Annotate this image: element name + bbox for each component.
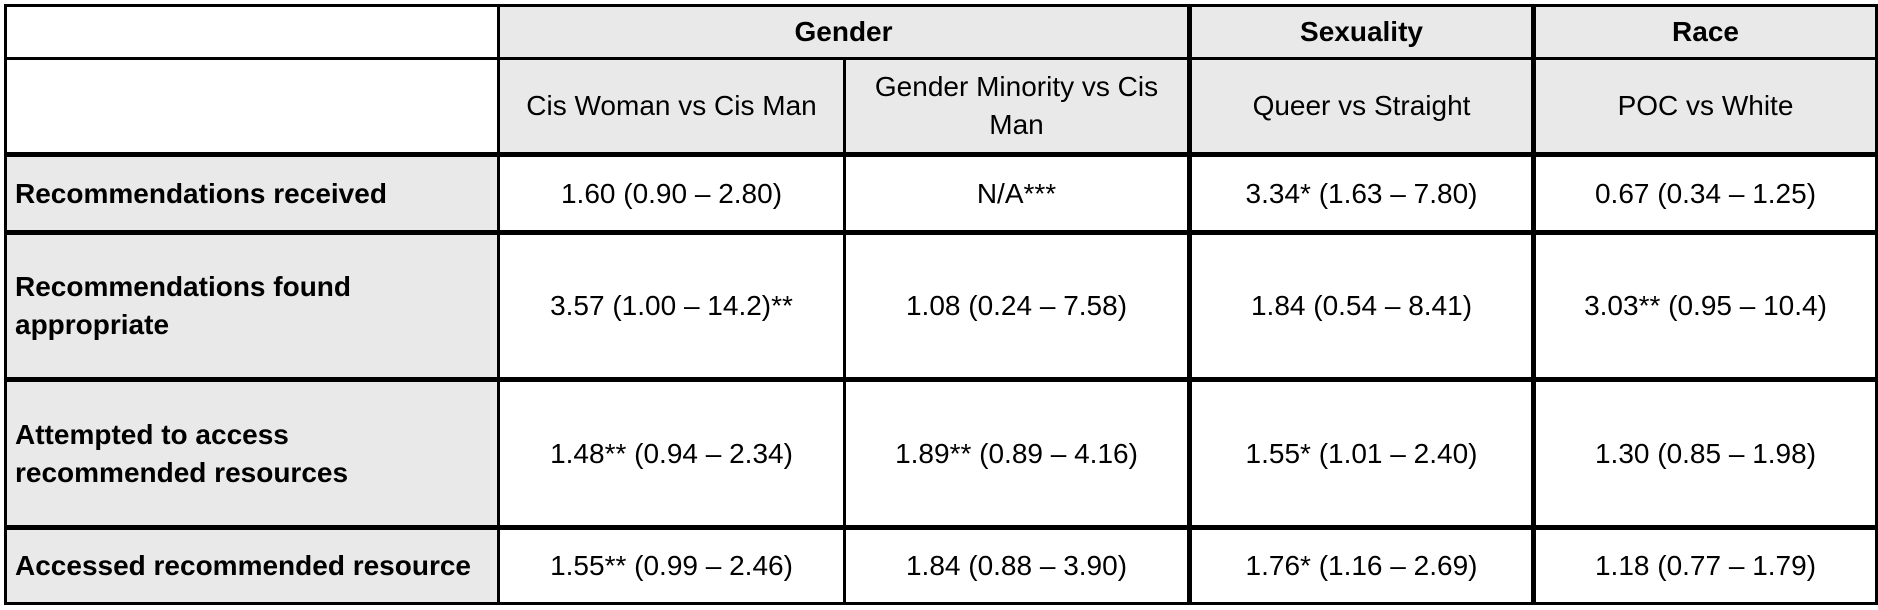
- table-cell: 1.76* (1.16 – 2.69): [1187, 524, 1535, 606]
- table-cell: 1.84 (0.88 – 3.90): [843, 524, 1191, 606]
- table-cell: 1.84 (0.54 – 8.41): [1187, 230, 1535, 382]
- comparison-header: POC vs White: [1531, 57, 1878, 156]
- table-cell: 0.67 (0.34 – 1.25): [1531, 151, 1878, 235]
- group-header-race: Race: [1531, 4, 1878, 60]
- table-cell: 1.08 (0.24 – 7.58): [843, 230, 1191, 382]
- table-cell: 1.89** (0.89 – 4.16): [843, 377, 1191, 529]
- group-header-row: Gender Sexuality Race: [4, 4, 1878, 60]
- row-label: Accessed recommended resource: [4, 524, 500, 606]
- table-row: Accessed recommended resource 1.55** (0.…: [4, 524, 1878, 606]
- corner-cell-lower: [4, 57, 500, 156]
- group-header-gender: Gender: [497, 4, 1191, 60]
- table-cell: N/A***: [843, 151, 1191, 235]
- table-cell: 3.03** (0.95 – 10.4): [1531, 230, 1878, 382]
- row-label: Attempted to access recommended resource…: [4, 377, 500, 529]
- table-cell: 1.55* (1.01 – 2.40): [1187, 377, 1535, 529]
- table-cell: 1.55** (0.99 – 2.46): [497, 524, 846, 606]
- table-row: Recommendations found appropriate 3.57 (…: [4, 230, 1878, 382]
- table-cell: 1.18 (0.77 – 1.79): [1531, 524, 1878, 606]
- row-label: Recommendations found appropriate: [4, 230, 500, 382]
- group-header-sexuality: Sexuality: [1187, 4, 1535, 60]
- comparison-header: Gender Minority vs Cis Man: [843, 57, 1191, 156]
- table-cell: 1.30 (0.85 – 1.98): [1531, 377, 1878, 529]
- row-label: Recommendations received: [4, 151, 500, 235]
- table-row: Attempted to access recommended resource…: [4, 377, 1878, 529]
- table-cell: 1.60 (0.90 – 2.80): [497, 151, 846, 235]
- corner-cell: [4, 4, 500, 60]
- table-row: Recommendations received 1.60 (0.90 – 2.…: [4, 151, 1878, 235]
- table-cell: 1.48** (0.94 – 2.34): [497, 377, 846, 529]
- results-table: Gender Sexuality Race Cis Woman vs Cis M…: [4, 4, 1878, 606]
- table-cell: 3.57 (1.00 – 14.2)**: [497, 230, 846, 382]
- comparison-header: Queer vs Straight: [1187, 57, 1535, 156]
- comparison-header-row: Cis Woman vs Cis Man Gender Minority vs …: [4, 57, 1878, 156]
- comparison-header: Cis Woman vs Cis Man: [497, 57, 846, 156]
- table-cell: 3.34* (1.63 – 7.80): [1187, 151, 1535, 235]
